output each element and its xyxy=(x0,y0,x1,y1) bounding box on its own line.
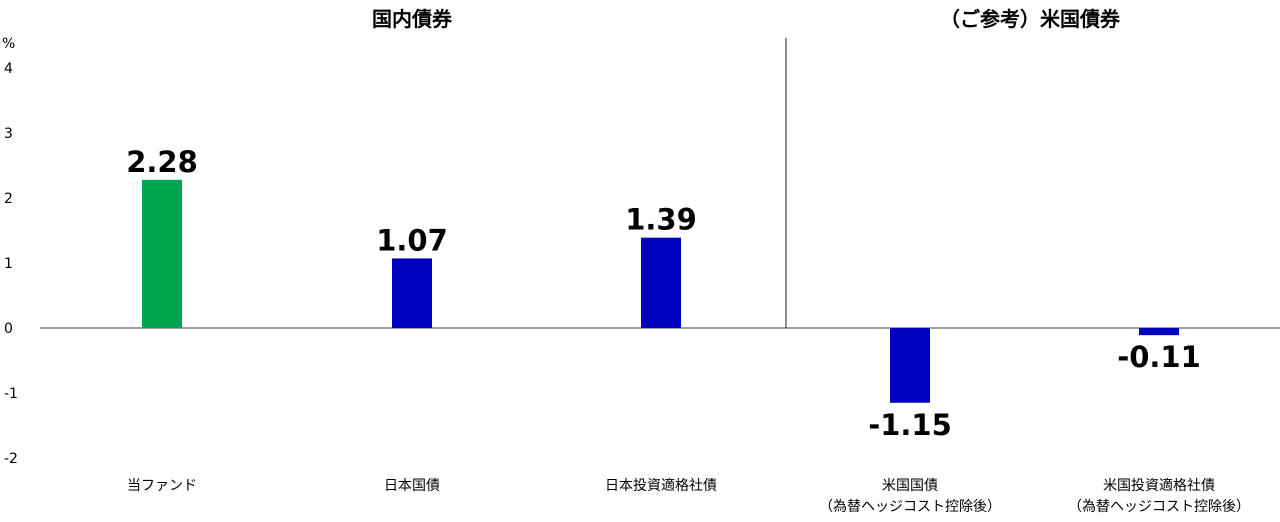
y-tick-label: 2 xyxy=(4,191,13,207)
bar-0 xyxy=(142,179,182,328)
group-title-domestic-bonds: 国内債券 xyxy=(372,7,453,31)
bar-3 xyxy=(890,328,930,403)
data-label-1: 1.07 xyxy=(376,223,448,257)
category-label-0-line-0: 当ファンド xyxy=(127,478,197,494)
category-label-4-line-1: （為替ヘッジコスト控除後） xyxy=(1068,499,1250,515)
data-label-2: 1.39 xyxy=(625,203,697,237)
category-label-3-line-1: （為替ヘッジコスト控除後） xyxy=(819,499,1001,515)
category-label-2-line-0: 日本投資適格社債 xyxy=(605,477,717,494)
y-tick-label: -2 xyxy=(4,451,18,467)
bar-2 xyxy=(641,237,681,328)
category-label-1-line-0: 日本国債 xyxy=(384,478,440,494)
bar-1 xyxy=(392,258,432,328)
y-axis-unit: % xyxy=(2,36,15,52)
y-tick-label: -1 xyxy=(4,386,18,402)
y-tick-label: 1 xyxy=(4,256,13,272)
category-label-3-line-0: 米国国債 xyxy=(882,478,938,494)
y-tick-label: 0 xyxy=(4,321,13,337)
bar-4 xyxy=(1139,328,1179,336)
y-tick-label: 4 xyxy=(4,61,13,77)
data-label-3: -1.15 xyxy=(868,408,952,442)
data-label-0: 2.28 xyxy=(126,145,198,179)
category-label-4-line-0: 米国投資適格社債 xyxy=(1103,477,1215,494)
data-label-4: -0.11 xyxy=(1117,340,1201,374)
group-title-us-bonds: （ご参考）米国債券 xyxy=(940,7,1121,31)
y-tick-label: 3 xyxy=(4,126,13,142)
